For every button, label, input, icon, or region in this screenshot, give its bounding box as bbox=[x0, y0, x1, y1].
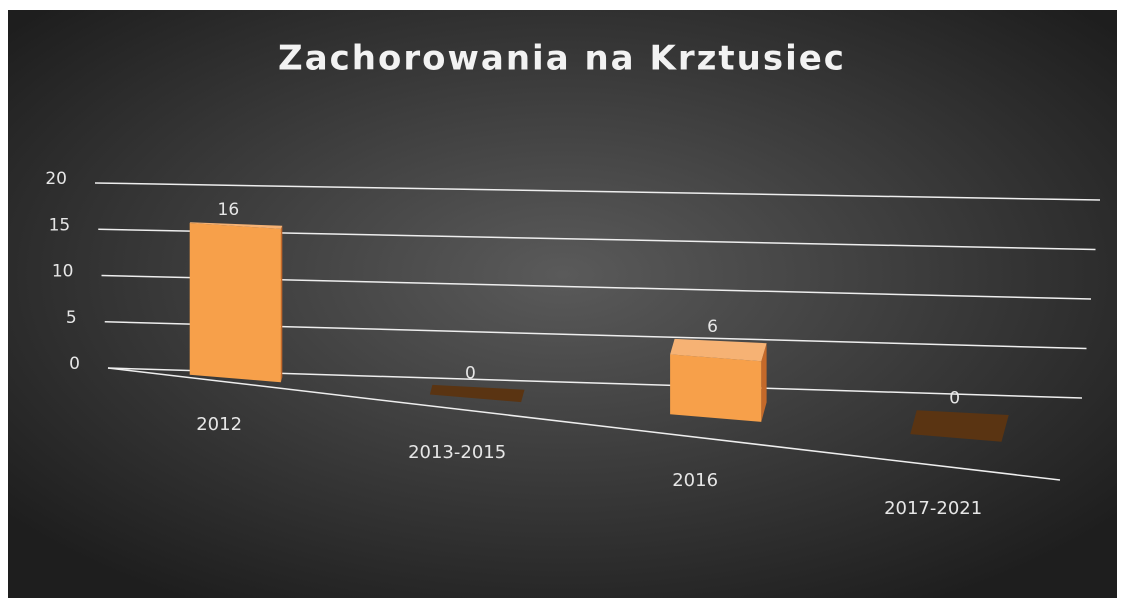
bar-side bbox=[280, 225, 283, 383]
bar-top bbox=[429, 384, 525, 403]
bar-front bbox=[189, 223, 281, 383]
x-tick-label: 2016 bbox=[672, 470, 718, 491]
value-label: 0 bbox=[465, 363, 476, 383]
bar-top bbox=[670, 338, 767, 362]
x-tick-label: 2013-2015 bbox=[408, 442, 506, 463]
y-tick-label: 15 bbox=[49, 215, 71, 235]
y-tick-label: 5 bbox=[66, 308, 77, 328]
chart-title: Zachorowania na Krztusiec bbox=[278, 39, 846, 79]
bar-top bbox=[189, 222, 283, 229]
bar-front bbox=[670, 354, 762, 422]
value-label: 16 bbox=[218, 200, 240, 220]
y-tick-label: 10 bbox=[52, 262, 74, 282]
bar-side bbox=[761, 343, 767, 422]
y-tick-label: 20 bbox=[45, 169, 67, 189]
floor-edge bbox=[107, 367, 1061, 481]
y-tick-label: 0 bbox=[69, 354, 80, 374]
bar-top bbox=[910, 410, 1009, 442]
x-tick-label: 2017-2021 bbox=[884, 498, 982, 519]
value-label: 0 bbox=[949, 389, 960, 409]
x-tick-label: 2012 bbox=[196, 414, 242, 435]
value-label: 6 bbox=[707, 317, 718, 337]
grid-line bbox=[94, 182, 1101, 201]
